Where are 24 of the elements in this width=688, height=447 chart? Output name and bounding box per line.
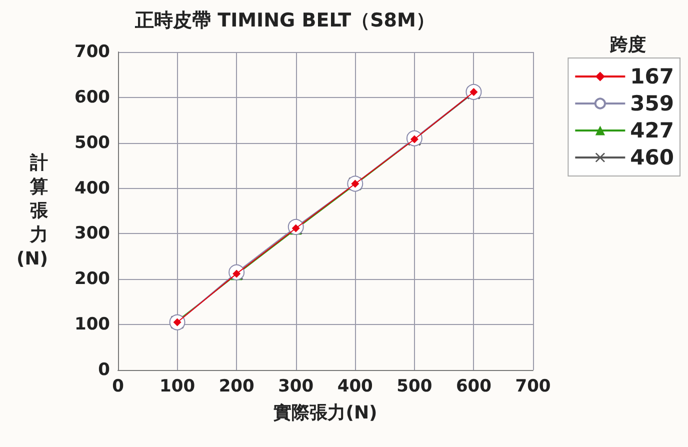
x-tick-label: 400 <box>337 376 374 396</box>
legend-label: 359 <box>630 92 674 116</box>
x-tick-label: 200 <box>218 376 254 396</box>
y-tick-label: 0 <box>98 360 110 380</box>
x-tick-label: 500 <box>396 376 432 396</box>
x-tick-label: 100 <box>160 376 196 396</box>
y-tick-label: 600 <box>74 87 110 108</box>
legend-label: 460 <box>630 146 674 170</box>
legend-label: 427 <box>630 118 674 142</box>
chart-title: 正時皮帶 TIMING BELT（S8M） <box>134 10 435 32</box>
legend-title: 跨度 <box>609 34 646 56</box>
legend-label: 167 <box>630 64 674 88</box>
y-axis-title: 計算張力(N) <box>16 152 49 270</box>
y-tick-label: 100 <box>74 314 110 335</box>
x-tick-label: 700 <box>515 376 551 396</box>
y-tick-label: 700 <box>74 42 110 62</box>
x-axis-title: 實際張力(N) <box>274 402 378 424</box>
y-tick-label: 500 <box>74 132 110 153</box>
x-tick-label: 0 <box>112 376 124 396</box>
y-tick-label: 300 <box>74 224 110 244</box>
x-tick-label: 300 <box>278 376 314 396</box>
x-tick-label: 600 <box>456 376 492 396</box>
y-tick-label: 400 <box>74 178 110 198</box>
y-tick-label: 200 <box>74 269 110 290</box>
